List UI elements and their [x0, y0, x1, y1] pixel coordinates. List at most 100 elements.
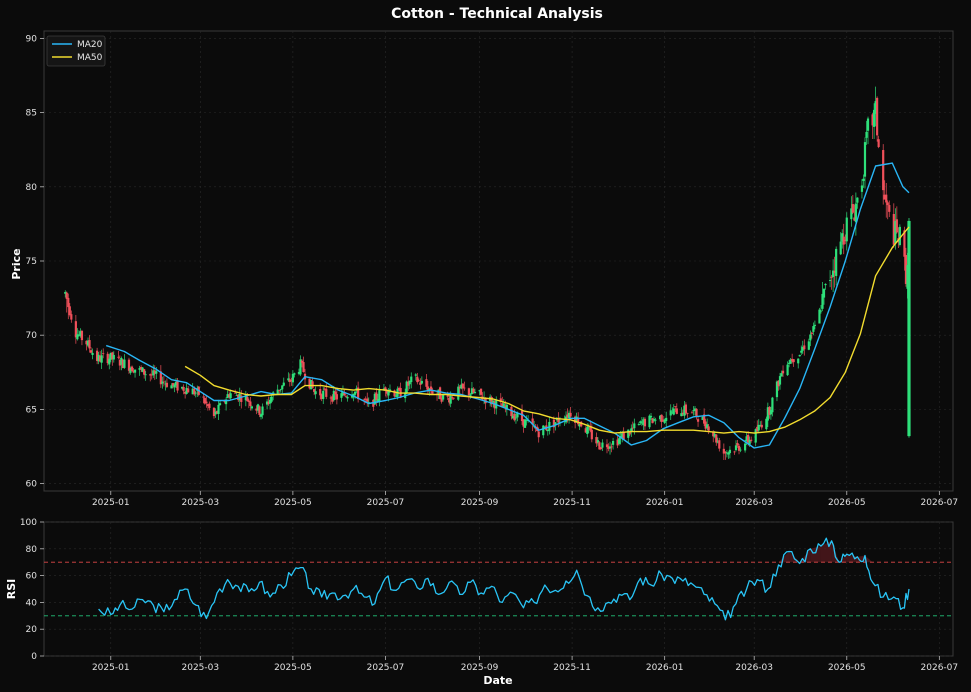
candle-body: [633, 423, 636, 429]
candle-body: [866, 118, 870, 131]
candle-body: [778, 376, 782, 385]
candle-body: [65, 292, 68, 299]
candle-body: [511, 415, 515, 419]
x-tick-label: 2025-03: [182, 663, 220, 673]
candle-body: [490, 396, 493, 405]
candle-body: [478, 390, 481, 392]
candle-body: [654, 419, 657, 421]
candle-body: [704, 421, 707, 429]
candle-body: [575, 416, 578, 423]
price-y-tick-label: 70: [26, 331, 38, 341]
candle-body: [642, 419, 645, 426]
candle-body: [276, 389, 279, 395]
candle-body: [143, 369, 146, 375]
candle-body: [502, 403, 505, 408]
x-tick-label: 2025-05: [274, 663, 312, 673]
candle-body: [398, 387, 401, 391]
candle-body: [91, 352, 94, 355]
candle-body: [505, 404, 508, 410]
candle-body: [898, 226, 901, 246]
price-y-tick-label: 75: [26, 257, 37, 267]
candle-body: [184, 391, 187, 394]
price-y-tick-label: 85: [26, 109, 37, 119]
candle-body: [788, 362, 791, 364]
rsi-axis-label: RSI: [5, 579, 18, 600]
candle-body: [346, 396, 349, 399]
candle-body: [727, 452, 730, 455]
candle-body: [322, 390, 325, 399]
candle-body: [127, 359, 131, 371]
candle-body: [552, 419, 555, 428]
candle-body: [865, 131, 868, 138]
candle-body: [323, 388, 326, 390]
candle-body: [756, 426, 759, 432]
candle-body: [693, 408, 697, 411]
candle-body: [234, 392, 237, 394]
rsi-y-tick-label: 80: [26, 545, 38, 555]
candle-body: [716, 441, 719, 443]
candle-body: [686, 413, 689, 414]
candle-body: [892, 214, 895, 245]
x-tick-label: 2025-07: [367, 498, 405, 508]
candle-body: [153, 370, 156, 374]
candle-body: [194, 392, 197, 394]
rsi-line-group: [98, 537, 910, 621]
candle-body: [67, 297, 70, 308]
candle-body: [364, 398, 367, 400]
candle-body: [457, 386, 460, 400]
candle-body: [250, 406, 254, 409]
candle-body: [467, 388, 471, 396]
x-tick-label: 2026-03: [735, 663, 773, 673]
candle-body: [68, 306, 71, 316]
candle-body: [586, 426, 589, 435]
candle-body: [903, 230, 906, 257]
candle-body: [473, 391, 477, 393]
candle-body: [112, 354, 115, 360]
candle-body: [451, 397, 454, 399]
candle-body: [426, 386, 430, 392]
candle-body: [813, 324, 817, 326]
candle-body: [269, 399, 272, 404]
candle-body: [663, 419, 666, 423]
candle-body: [405, 381, 408, 393]
rsi-y-tick-label: 20: [26, 625, 38, 635]
candle-body: [523, 419, 527, 428]
candle-body: [845, 217, 848, 242]
candle-body: [89, 350, 93, 353]
candle-body: [206, 404, 209, 406]
candle-body: [282, 382, 285, 386]
candle-body: [684, 404, 688, 414]
candle-body-last: [907, 220, 911, 437]
candle-body: [739, 449, 742, 451]
candle-body: [537, 431, 540, 438]
candle-body: [883, 194, 886, 200]
rsi-x-axis: 2025-01 2025-03 2025-05 2025-07 2025-09 2025-…: [92, 656, 958, 673]
candle-body: [265, 401, 269, 405]
candle-body: [872, 109, 876, 127]
candle-body: [680, 413, 683, 417]
candle-body: [862, 178, 865, 181]
candle-body: [627, 429, 630, 438]
candle-body: [587, 427, 590, 429]
candle-body: [801, 347, 804, 351]
candle-body: [267, 401, 270, 405]
candle-body: [288, 379, 291, 383]
candle-body: [217, 404, 220, 414]
candle-body: [64, 292, 67, 294]
rsi-fill-segment: [789, 551, 800, 563]
candle-body: [287, 378, 290, 381]
candle-body: [542, 425, 545, 436]
candle-body: [888, 205, 891, 212]
candle-body: [446, 395, 449, 397]
candle-body: [780, 373, 783, 377]
candle-body: [894, 221, 897, 244]
candle-body: [895, 219, 898, 233]
candle-body: [240, 395, 243, 402]
candle-body: [261, 406, 264, 416]
candle-body: [375, 392, 378, 401]
candle-body: [170, 385, 173, 389]
candle-body: [229, 393, 232, 399]
candle-body: [818, 309, 821, 324]
candle-body: [765, 418, 768, 430]
